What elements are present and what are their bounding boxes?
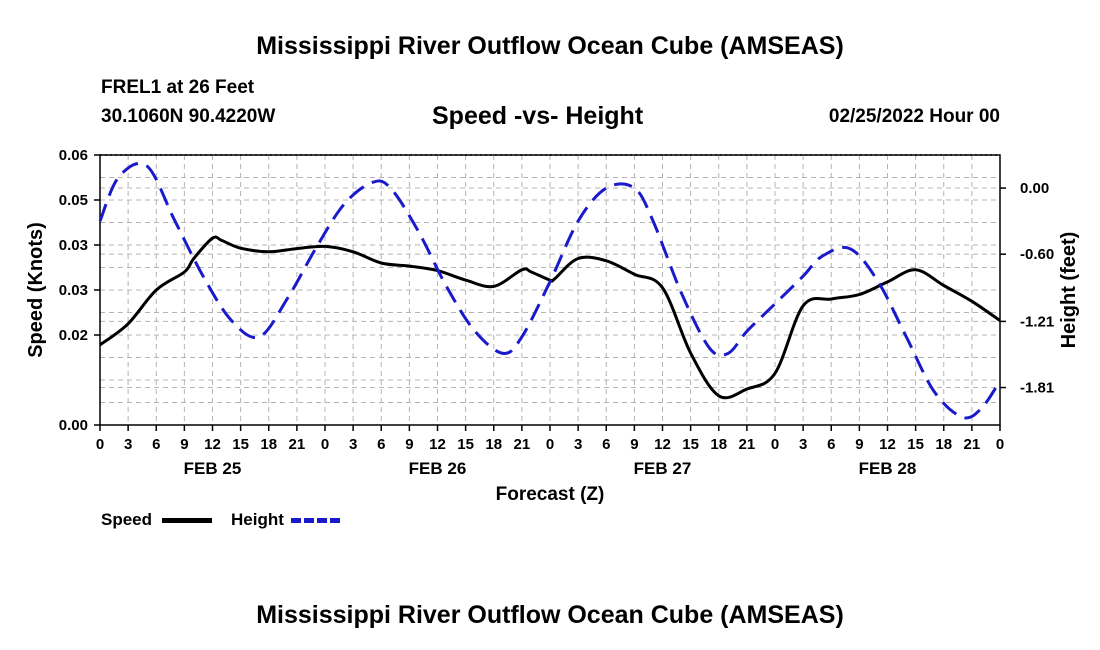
x-tick-label: 0 bbox=[996, 436, 1004, 453]
x-tick-label: 18 bbox=[710, 436, 727, 453]
x-tick-label: 18 bbox=[935, 436, 952, 453]
main-title: Mississippi River Outflow Ocean Cube (AM… bbox=[256, 32, 844, 60]
footer-title: Mississippi River Outflow Ocean Cube (AM… bbox=[256, 601, 844, 629]
x-tick-label: 0 bbox=[321, 436, 329, 453]
x-tick-label: 9 bbox=[180, 436, 188, 453]
y2-tick-label: -0.60 bbox=[1020, 246, 1054, 263]
x-tick-label: 15 bbox=[232, 436, 249, 453]
x-day-label: FEB 27 bbox=[634, 459, 692, 478]
station-label: FREL1 at 26 Feet bbox=[101, 77, 255, 98]
y2-tick-label: -1.21 bbox=[1020, 313, 1054, 330]
x-tick-label: 0 bbox=[771, 436, 779, 453]
x-tick-label: 15 bbox=[907, 436, 924, 453]
station-coordinates: 30.1060N 90.4220W bbox=[101, 106, 276, 127]
x-tick-label: 9 bbox=[855, 436, 863, 453]
y2-tick-label: 0.00 bbox=[1020, 180, 1049, 197]
x-tick-label: 15 bbox=[682, 436, 699, 453]
y-tick-label: 0.06 bbox=[59, 147, 88, 164]
grid bbox=[100, 154, 1000, 425]
x-tick-label: 6 bbox=[827, 436, 835, 453]
x-tick-label: 12 bbox=[879, 436, 896, 453]
x-tick-label: 12 bbox=[429, 436, 446, 453]
x-tick-label: 6 bbox=[602, 436, 610, 453]
y2-axis-label: Height (feet) bbox=[1058, 232, 1080, 349]
y-tick-label: 0.00 bbox=[59, 417, 88, 434]
x-tick-label: 21 bbox=[514, 436, 531, 453]
x-tick-label: 21 bbox=[739, 436, 756, 453]
x-day-label: FEB 25 bbox=[184, 459, 242, 478]
x-tick-label: 12 bbox=[654, 436, 671, 453]
y2-tick-label: -1.81 bbox=[1020, 380, 1054, 397]
height-series-line bbox=[98, 161, 1002, 420]
x-tick-label: 3 bbox=[349, 436, 357, 453]
x-tick-label: 15 bbox=[457, 436, 474, 453]
x-tick-label: 0 bbox=[96, 436, 104, 453]
x-tick-label: 12 bbox=[204, 436, 221, 453]
y-tick-label: 0.02 bbox=[59, 327, 88, 344]
y-tick-label: 0.05 bbox=[59, 192, 88, 209]
x-tick-label: 21 bbox=[964, 436, 981, 453]
chart-title: Speed -vs- Height bbox=[432, 102, 644, 130]
x-tick-label: 18 bbox=[485, 436, 502, 453]
x-day-label: FEB 28 bbox=[859, 459, 917, 478]
legend-speed-swatch bbox=[162, 518, 212, 523]
x-tick-label: 6 bbox=[377, 436, 385, 453]
legend-height-label: Height bbox=[231, 510, 284, 529]
x-tick-label: 9 bbox=[405, 436, 413, 453]
y-tick-label: 0.03 bbox=[59, 282, 88, 299]
x-tick-label: 3 bbox=[799, 436, 807, 453]
legend-height-swatch bbox=[291, 518, 343, 523]
speed-series-line bbox=[99, 235, 1001, 400]
x-tick-label: 6 bbox=[152, 436, 160, 453]
x-tick-label: 3 bbox=[574, 436, 582, 453]
x-tick-label: 21 bbox=[289, 436, 306, 453]
y-tick-label: 0.03 bbox=[59, 237, 88, 254]
axis-ticks: 0 3 6 9 12 15 18 21 0 3 6 9 12 15 18 21 0 3 6 9 12 15 18 21 0 3 6 9… bbox=[59, 147, 1054, 478]
legend-speed-label: Speed bbox=[101, 510, 153, 529]
x-tick-label: 9 bbox=[630, 436, 638, 453]
x-tick-label: 18 bbox=[260, 436, 277, 453]
forecast-date: 02/25/2022 Hour 00 bbox=[828, 106, 1000, 127]
series-layer bbox=[98, 161, 1002, 420]
x-tick-label: 0 bbox=[546, 436, 554, 453]
x-axis-label: Forecast (Z) bbox=[496, 484, 605, 505]
y-axis-label: Speed (Knots) bbox=[25, 222, 47, 358]
x-day-label: FEB 26 bbox=[409, 459, 467, 478]
x-tick-label: 3 bbox=[124, 436, 132, 453]
